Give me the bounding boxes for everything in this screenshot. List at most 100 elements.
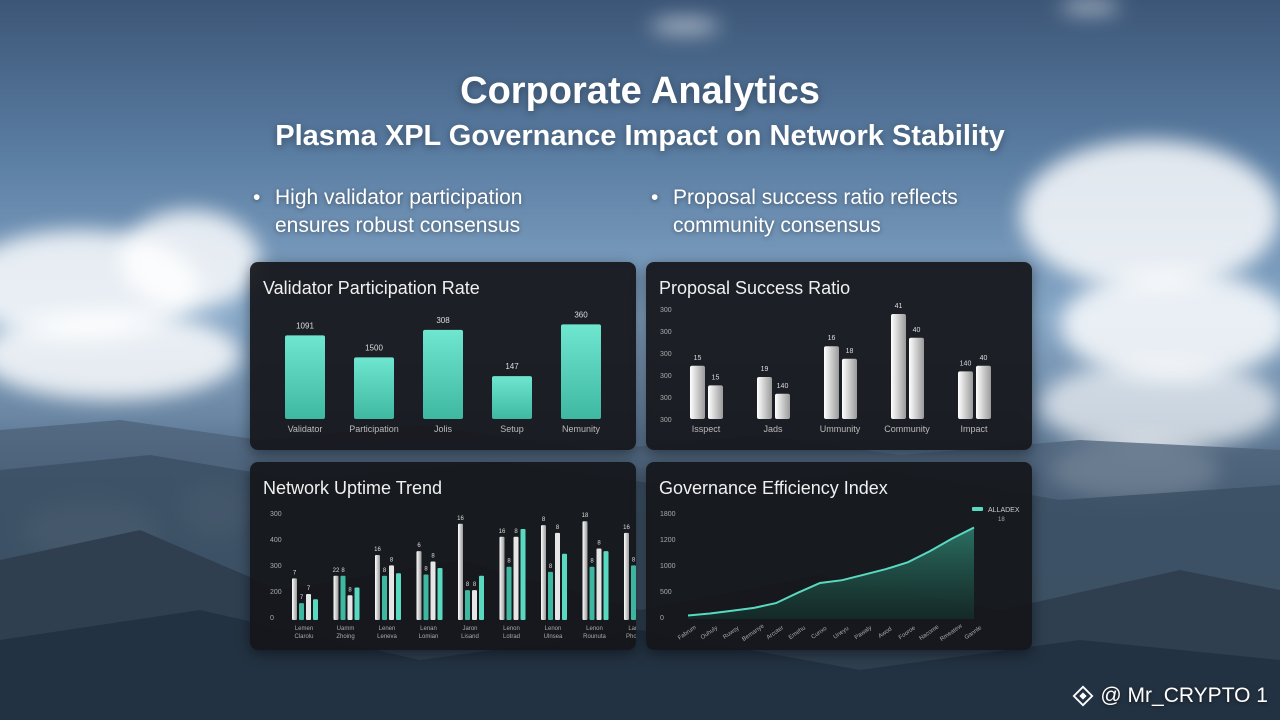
x-tick-label: Emehu xyxy=(788,625,807,641)
bar-value-label: 8 xyxy=(383,568,387,574)
bar xyxy=(465,590,470,620)
bar-value-label: 19 xyxy=(761,366,769,373)
y-tick-label: 1800 xyxy=(660,511,676,518)
bar-value-label: 41 xyxy=(895,303,903,310)
bar xyxy=(596,548,602,620)
proposal-success-panel: Proposal Success Ratio 300 300 300 300 300 30… xyxy=(646,262,1032,450)
bar xyxy=(757,377,772,419)
bullet-2-line-1: Proposal success ratio reflects xyxy=(673,186,958,209)
bar-value-label: 8 xyxy=(431,554,435,560)
x-tick-label: Lemen xyxy=(295,626,313,632)
bar xyxy=(842,358,857,419)
bar xyxy=(313,599,318,620)
x-tick-label: Leneva xyxy=(377,634,397,640)
bar-value-label: 8 xyxy=(473,582,477,588)
bar-value-label: 40 xyxy=(980,355,988,362)
y-tick-label: 400 xyxy=(270,537,282,544)
bar xyxy=(589,566,595,620)
bar xyxy=(299,603,304,620)
bullet-point-2: • Proposal success ratio reflects commun… xyxy=(651,184,1003,240)
bar xyxy=(506,566,512,620)
bar xyxy=(541,525,546,620)
legend-sublabel: 18 xyxy=(998,517,1005,523)
x-tick-label: Lomian xyxy=(419,634,439,640)
x-tick-label: Rmeatew xyxy=(939,623,964,643)
bar-value-label: 147 xyxy=(505,362,519,371)
bar xyxy=(340,575,346,620)
y-tick-label: 300 xyxy=(660,329,672,336)
bar-value-label: 8 xyxy=(556,525,560,531)
x-tick-label: Impact xyxy=(960,424,988,434)
bar xyxy=(389,565,394,620)
x-tick-label: Lisand xyxy=(461,634,479,640)
bar-value-label: 8 xyxy=(514,529,518,535)
bar-value-label: 16 xyxy=(623,525,630,531)
x-tick-label: Clarolu xyxy=(294,634,313,640)
bar-value-label: 16 xyxy=(374,547,381,553)
x-tick-label: Lotrad xyxy=(503,634,520,640)
validator-participation-panel: Validator Participation Rate 1091 Validat… xyxy=(250,262,636,450)
page-title: Corporate Analytics xyxy=(460,70,820,112)
bar-value-label: 8 xyxy=(341,568,345,574)
bullet-point-1: • High validator participation ensures r… xyxy=(253,184,605,240)
x-tick-label: Jaron xyxy=(462,626,477,632)
x-tick-label: Uamm xyxy=(337,626,355,632)
x-tick-label: Lenan xyxy=(420,626,437,632)
x-tick-label: Zhoing xyxy=(336,634,354,640)
x-tick-label: Lenon xyxy=(586,626,603,632)
legend-label: ALLADEX xyxy=(988,507,1020,514)
y-tick-label: 300 xyxy=(660,351,672,358)
y-tick-label: 300 xyxy=(270,563,282,570)
bar xyxy=(354,587,360,620)
y-tick-label: 300 xyxy=(660,307,672,314)
bar-value-label: 140 xyxy=(777,383,789,390)
bar xyxy=(520,529,526,620)
x-tick-label: Laren xyxy=(628,626,636,632)
bar xyxy=(437,568,443,620)
bar xyxy=(624,532,629,620)
bar xyxy=(582,521,588,620)
bar xyxy=(292,578,297,620)
bar xyxy=(775,393,790,419)
x-tick-label: Nemunity xyxy=(562,424,601,434)
bar-value-label: 15 xyxy=(712,374,720,381)
x-tick-label: Jolis xyxy=(434,424,453,434)
bar-value-label: 16 xyxy=(828,335,836,342)
x-tick-label: Fooroe xyxy=(898,625,918,641)
bar-value-label: 8 xyxy=(597,541,601,547)
bar-value-label: 8 xyxy=(549,564,553,570)
y-tick-label: 300 xyxy=(660,373,672,380)
chart-title: Governance Efficiency Index xyxy=(659,478,888,498)
bar-value-label: 8 xyxy=(542,517,546,523)
footer-handle: @ Mr_CRYPTO 1 xyxy=(1100,684,1268,707)
bar xyxy=(416,551,422,620)
bullet-1-line-1: High validator participation xyxy=(275,186,523,209)
area-fill xyxy=(688,527,974,619)
bar-value-label: 8 xyxy=(590,559,594,565)
bar-value-label: 308 xyxy=(436,316,450,325)
y-tick-label: 300 xyxy=(660,417,672,424)
bar xyxy=(499,536,505,620)
y-tick-label: 0 xyxy=(660,615,664,622)
bar xyxy=(375,555,380,620)
bar xyxy=(561,324,601,419)
bullet-2-line-2: community consensus xyxy=(673,214,881,237)
bar-value-label: 140 xyxy=(960,360,972,367)
series-line xyxy=(687,526,975,617)
bar-value-label: 7 xyxy=(307,586,311,592)
chart-title: Validator Participation Rate xyxy=(263,278,480,298)
x-tick-label: Nacome xyxy=(919,624,941,642)
chart-title: Proposal Success Ratio xyxy=(659,278,851,298)
bar xyxy=(423,329,463,419)
bar-value-label: 1091 xyxy=(296,321,314,330)
bullet-dot-icon: • xyxy=(253,186,261,209)
bar-value-label: 22 xyxy=(333,568,340,574)
y-tick-label: 1000 xyxy=(660,563,676,570)
bar xyxy=(513,536,519,620)
governance-efficiency-panel: Governance Efficiency Index 1800 1200 1000… xyxy=(646,462,1032,650)
y-tick-label: 500 xyxy=(660,589,672,596)
x-tick-label: Lenon xyxy=(545,626,562,632)
x-tick-label: Setup xyxy=(500,424,524,434)
x-tick-label: Rounuta xyxy=(583,634,606,640)
